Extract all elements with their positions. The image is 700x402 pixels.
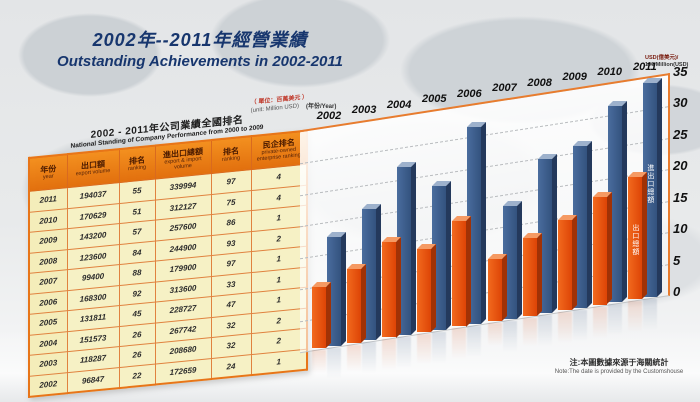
bar-reflection [452,328,467,363]
year-axis-label: 2005 [422,93,447,106]
y-tick-label: 25 [673,126,688,142]
orange-bar-label: 出口總額 [631,223,639,256]
y-tick-label: 5 [673,252,681,268]
y-axis-unit-label: USD(億美元)/ 100 Million(USD) [645,55,700,68]
blue-bar-label: 進出口總額 [646,164,654,205]
year-axis-label: 2009 [562,71,587,84]
year-axis-label: 2008 [527,76,552,89]
note-zh: 注:本圖數據來源于海關統計 [569,358,669,367]
bar-reflection [522,317,537,349]
year-axis-label: 2010 [597,66,623,79]
year-axis-label: 2006 [457,87,482,100]
orange-bar-face [487,258,502,321]
orange-bar-face [592,197,607,305]
bar-reflection [537,315,552,350]
orange-bar [592,197,607,305]
orange-bar [347,268,362,343]
orange-bar-face [312,287,326,349]
orange-bar-face [452,220,467,327]
bar-reflection [362,342,377,377]
bar-reflection [312,350,326,375]
bar-reflection [627,301,642,336]
note-en: Note:The date is provided by the Customs… [554,369,684,375]
bar-reflection [347,344,362,375]
bar-reflection [592,306,607,341]
bar-reflection [502,320,517,355]
bar-reflection [397,336,412,371]
bar-reflection [432,331,447,366]
orange-bar-face [347,268,362,343]
orange-bar [487,258,502,321]
bar-reflection [327,347,341,382]
orange-bar [417,248,432,332]
orange-bar [382,241,397,338]
data-source-note: 注:本圖數據來源于海關統計 Note:The date is provided … [540,357,698,375]
bar-reflection [382,339,397,374]
bar-reflection [572,309,587,344]
y-axis-unit-zh: USD(億美元)/ [645,55,679,61]
orange-bar: 出口總額 [627,177,642,300]
y-axis-unit-en: 100 Million(USD) [645,61,689,68]
year-axis-label: 2004 [386,98,412,111]
orange-bar-face [557,220,572,311]
orange-bar [557,220,572,311]
y-tick-label: 10 [673,221,688,237]
year-axis-label: 2007 [492,82,517,95]
page-title-en: Outstanding Achievements in 2002-2011 [57,53,343,70]
year-axis-label: 2002 [316,109,342,122]
y-tick-label: 30 [673,95,688,111]
bar-reflection [417,333,432,368]
bar-reflection [642,298,657,333]
bar-reflection [557,312,572,347]
y-tick-label: 0 [673,284,681,299]
year-axis-label: 2003 [351,104,377,117]
y-tick-label: 35 [673,64,688,79]
bar-reflection [607,304,622,339]
orange-bar [312,287,326,349]
year-axis-label: 2011 [633,60,657,73]
orange-bar-face [417,248,432,332]
y-tick-label: 20 [673,158,688,174]
year-axis-note: (年份/Year) [306,104,337,110]
bar-reflection [467,326,482,361]
orange-bar-face [382,241,397,338]
page-title: 2002年--2011年經營業績 Outstanding Achievement… [30,26,370,70]
orange-bar-face [522,237,537,316]
orange-bar [522,237,537,316]
bar-reflection [487,322,502,348]
orange-bar [452,220,467,327]
y-tick-label: 15 [673,189,688,205]
page-title-zh: 2002年--2011年經營業績 [92,30,308,50]
orange-bar-face [627,177,642,300]
